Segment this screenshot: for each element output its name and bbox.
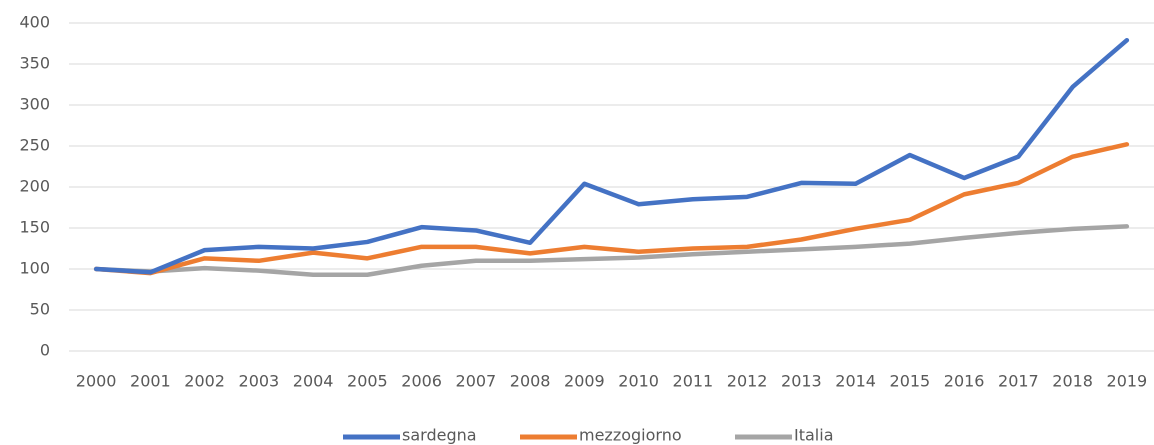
y-tick-label: 150 (19, 218, 50, 237)
x-tick-label: 2001 (130, 372, 171, 391)
y-tick-label: 300 (19, 95, 50, 114)
x-tick-label: 2014 (835, 372, 876, 391)
x-tick-label: 2011 (673, 372, 714, 391)
x-tick-label: 2000 (76, 372, 117, 391)
x-tick-label: 2003 (239, 372, 280, 391)
y-tick-label: 50 (30, 300, 50, 319)
x-tick-label: 2018 (1052, 372, 1093, 391)
x-tick-label: 2008 (510, 372, 551, 391)
x-tick-label: 2019 (1107, 372, 1148, 391)
y-tick-label: 0 (40, 341, 50, 360)
legend-label: sardegna (402, 426, 477, 445)
x-tick-label: 2007 (456, 372, 497, 391)
legend-label: Italia (794, 426, 834, 445)
x-tick-label: 2010 (618, 372, 659, 391)
x-tick-label: 2017 (998, 372, 1039, 391)
y-tick-label: 200 (19, 177, 50, 196)
series-line (93, 37, 1130, 275)
x-tick-label: 2015 (890, 372, 931, 391)
x-tick-label: 2016 (944, 372, 985, 391)
x-tick-label: 2005 (347, 372, 388, 391)
series-line (93, 142, 1130, 276)
x-tick-label: 2013 (781, 372, 822, 391)
x-tick-label: 2009 (564, 372, 605, 391)
y-tick-label: 400 (19, 13, 50, 32)
y-tick-label: 250 (19, 136, 50, 155)
x-tick-label: 2012 (727, 372, 768, 391)
y-tick-label: 350 (19, 54, 50, 73)
x-tick-label: 2006 (401, 372, 442, 391)
x-tick-label: 2002 (184, 372, 225, 391)
y-tick-label: 100 (19, 259, 50, 278)
x-tick-label: 2004 (293, 372, 334, 391)
legend-label: mezzogiorno (579, 426, 682, 445)
series-line (93, 224, 1130, 277)
